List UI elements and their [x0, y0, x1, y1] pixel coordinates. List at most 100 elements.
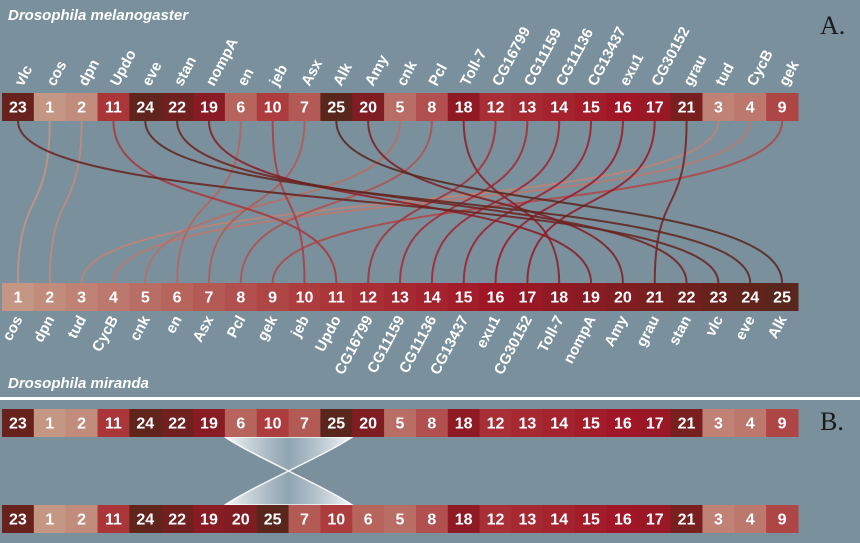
panel-b-bottom-block-number: 15: [582, 512, 600, 529]
panel-b-top-block: [766, 409, 799, 437]
panel-b-bottom-block-number: 9: [778, 512, 787, 529]
miranda-block: [766, 283, 799, 311]
miranda-block-number: 23: [710, 290, 728, 307]
panel-b-bottom-block-number: 13: [518, 512, 536, 529]
species-label-top: Drosophila melanogaster: [8, 7, 189, 24]
synteny-connector: [176, 120, 242, 284]
panel-b-bottom-block-number: 25: [264, 512, 282, 529]
panel-b-bottom-block-number: 3: [714, 512, 723, 529]
panel-b-bottom-block-number: 24: [136, 512, 154, 529]
synteny-connector: [48, 120, 83, 284]
panel-b-top-block: [415, 409, 449, 437]
miranda-gene-label: en: [162, 313, 185, 336]
melanogaster-block-number: 17: [646, 100, 664, 117]
miranda-block-number: 3: [77, 290, 86, 307]
panel-b-top-block: [352, 409, 385, 437]
synteny-connector: [653, 120, 688, 284]
synteny-connectors: [16, 120, 784, 284]
panel-b-top-block: [447, 409, 481, 437]
panel-b-bottom-block: [766, 505, 799, 533]
panel-b-bottom-block-number: 20: [232, 512, 250, 529]
panel-b-top-block-number: 2: [77, 416, 86, 433]
panel-b-bottom-block-number: 19: [200, 512, 218, 529]
melanogaster-block: [384, 93, 417, 121]
melanogaster-block: [479, 93, 512, 121]
panel-b-bottom-block: [161, 505, 194, 533]
melanogaster-block: [97, 93, 130, 121]
panel-b-top-block-number: 14: [550, 416, 568, 433]
miranda-block-number: 20: [614, 290, 632, 307]
panel-b-top-block: [320, 409, 353, 437]
synteny-connector: [462, 120, 561, 284]
miranda-block-number: 5: [141, 290, 150, 307]
miranda-block-number: 8: [236, 290, 245, 307]
panel-b-top-block-number: 25: [327, 416, 345, 433]
panel-b-bottom-block: [2, 505, 35, 533]
synteny-connector: [176, 120, 688, 284]
panel-b-top-block: [384, 409, 417, 437]
panel-b-top-block-number: 6: [236, 416, 245, 433]
melanogaster-block: [447, 93, 481, 121]
synteny-connector: [399, 120, 529, 284]
gene-blocks: 23 1 2 11 24 22 19 6 10 7 25 20 5 8 18 12 13 14 15 16 17 21 3 4…: [2, 93, 799, 533]
melanogaster-block-number: 8: [427, 100, 436, 117]
miranda-block: [97, 283, 130, 311]
miranda-block-number: 21: [646, 290, 664, 307]
miranda-block-number: 14: [423, 290, 441, 307]
panel-b-top-block-number: 24: [136, 416, 154, 433]
panel-b-bottom-block: [193, 505, 226, 533]
miranda-block: [384, 283, 417, 311]
synteny-connector: [462, 120, 593, 284]
panel-b-bottom-block-number: 21: [678, 512, 696, 529]
miranda-block: [129, 283, 162, 311]
miranda-block-number: 2: [45, 290, 54, 307]
melanogaster-block: [33, 93, 67, 121]
panel-b-top-block-number: 5: [396, 416, 405, 433]
panel-b-top-block-number: 22: [168, 416, 186, 433]
panel-b-bottom-block: [384, 505, 417, 533]
melanogaster-block-number: 21: [678, 100, 696, 117]
miranda-block: [511, 283, 544, 311]
miranda-block-number: 15: [455, 290, 473, 307]
panel-b-top-block-number: 8: [427, 416, 436, 433]
panel-b-bottom-block: [65, 505, 99, 533]
panel-b-top-block: [479, 409, 512, 437]
panel-b-top-block-number: 12: [487, 416, 505, 433]
panel-b-top-block: [734, 409, 767, 437]
panel-b-bottom-block-number: 18: [455, 512, 473, 529]
miranda-block: [479, 283, 512, 311]
miranda-block: [256, 283, 290, 311]
panel-b-top-block-number: 15: [582, 416, 600, 433]
miranda-block-number: 7: [205, 290, 214, 307]
melanogaster-block-number: 23: [9, 100, 27, 117]
miranda-block: [33, 283, 67, 311]
melanogaster-block-number: 18: [455, 100, 473, 117]
panel-b-top-block-number: 4: [746, 416, 755, 433]
panel-b-bottom-block-number: 10: [327, 512, 345, 529]
melanogaster-block-number: 16: [614, 100, 632, 117]
miranda-block-number: 11: [328, 290, 345, 307]
melanogaster-block-number: 14: [550, 100, 568, 117]
panel-b-top-block-number: 13: [518, 416, 536, 433]
synteny-connector: [207, 120, 593, 284]
panel-b-bottom-block-number: 23: [9, 512, 27, 529]
miranda-block: [65, 283, 99, 311]
panel-b-top-block: [702, 409, 735, 437]
panel-b-top-block-number: 3: [714, 416, 723, 433]
miranda-block: [734, 283, 767, 311]
panel-b-top-block: [511, 409, 544, 437]
melanogaster-block: [193, 93, 226, 121]
panel-b-top-block-number: 11: [105, 416, 122, 433]
melanogaster-block-number: 11: [105, 100, 122, 117]
melanogaster-block: [702, 93, 735, 121]
miranda-block: [702, 283, 735, 311]
miranda-block: [2, 283, 35, 311]
panel-b-top-block: [256, 409, 290, 437]
melanogaster-block: [224, 93, 258, 121]
panel-b-top-block-number: 19: [200, 416, 218, 433]
panel-b-bottom-block-number: 22: [168, 512, 186, 529]
melanogaster-block-number: 15: [582, 100, 600, 117]
synteny-connector: [526, 120, 656, 284]
